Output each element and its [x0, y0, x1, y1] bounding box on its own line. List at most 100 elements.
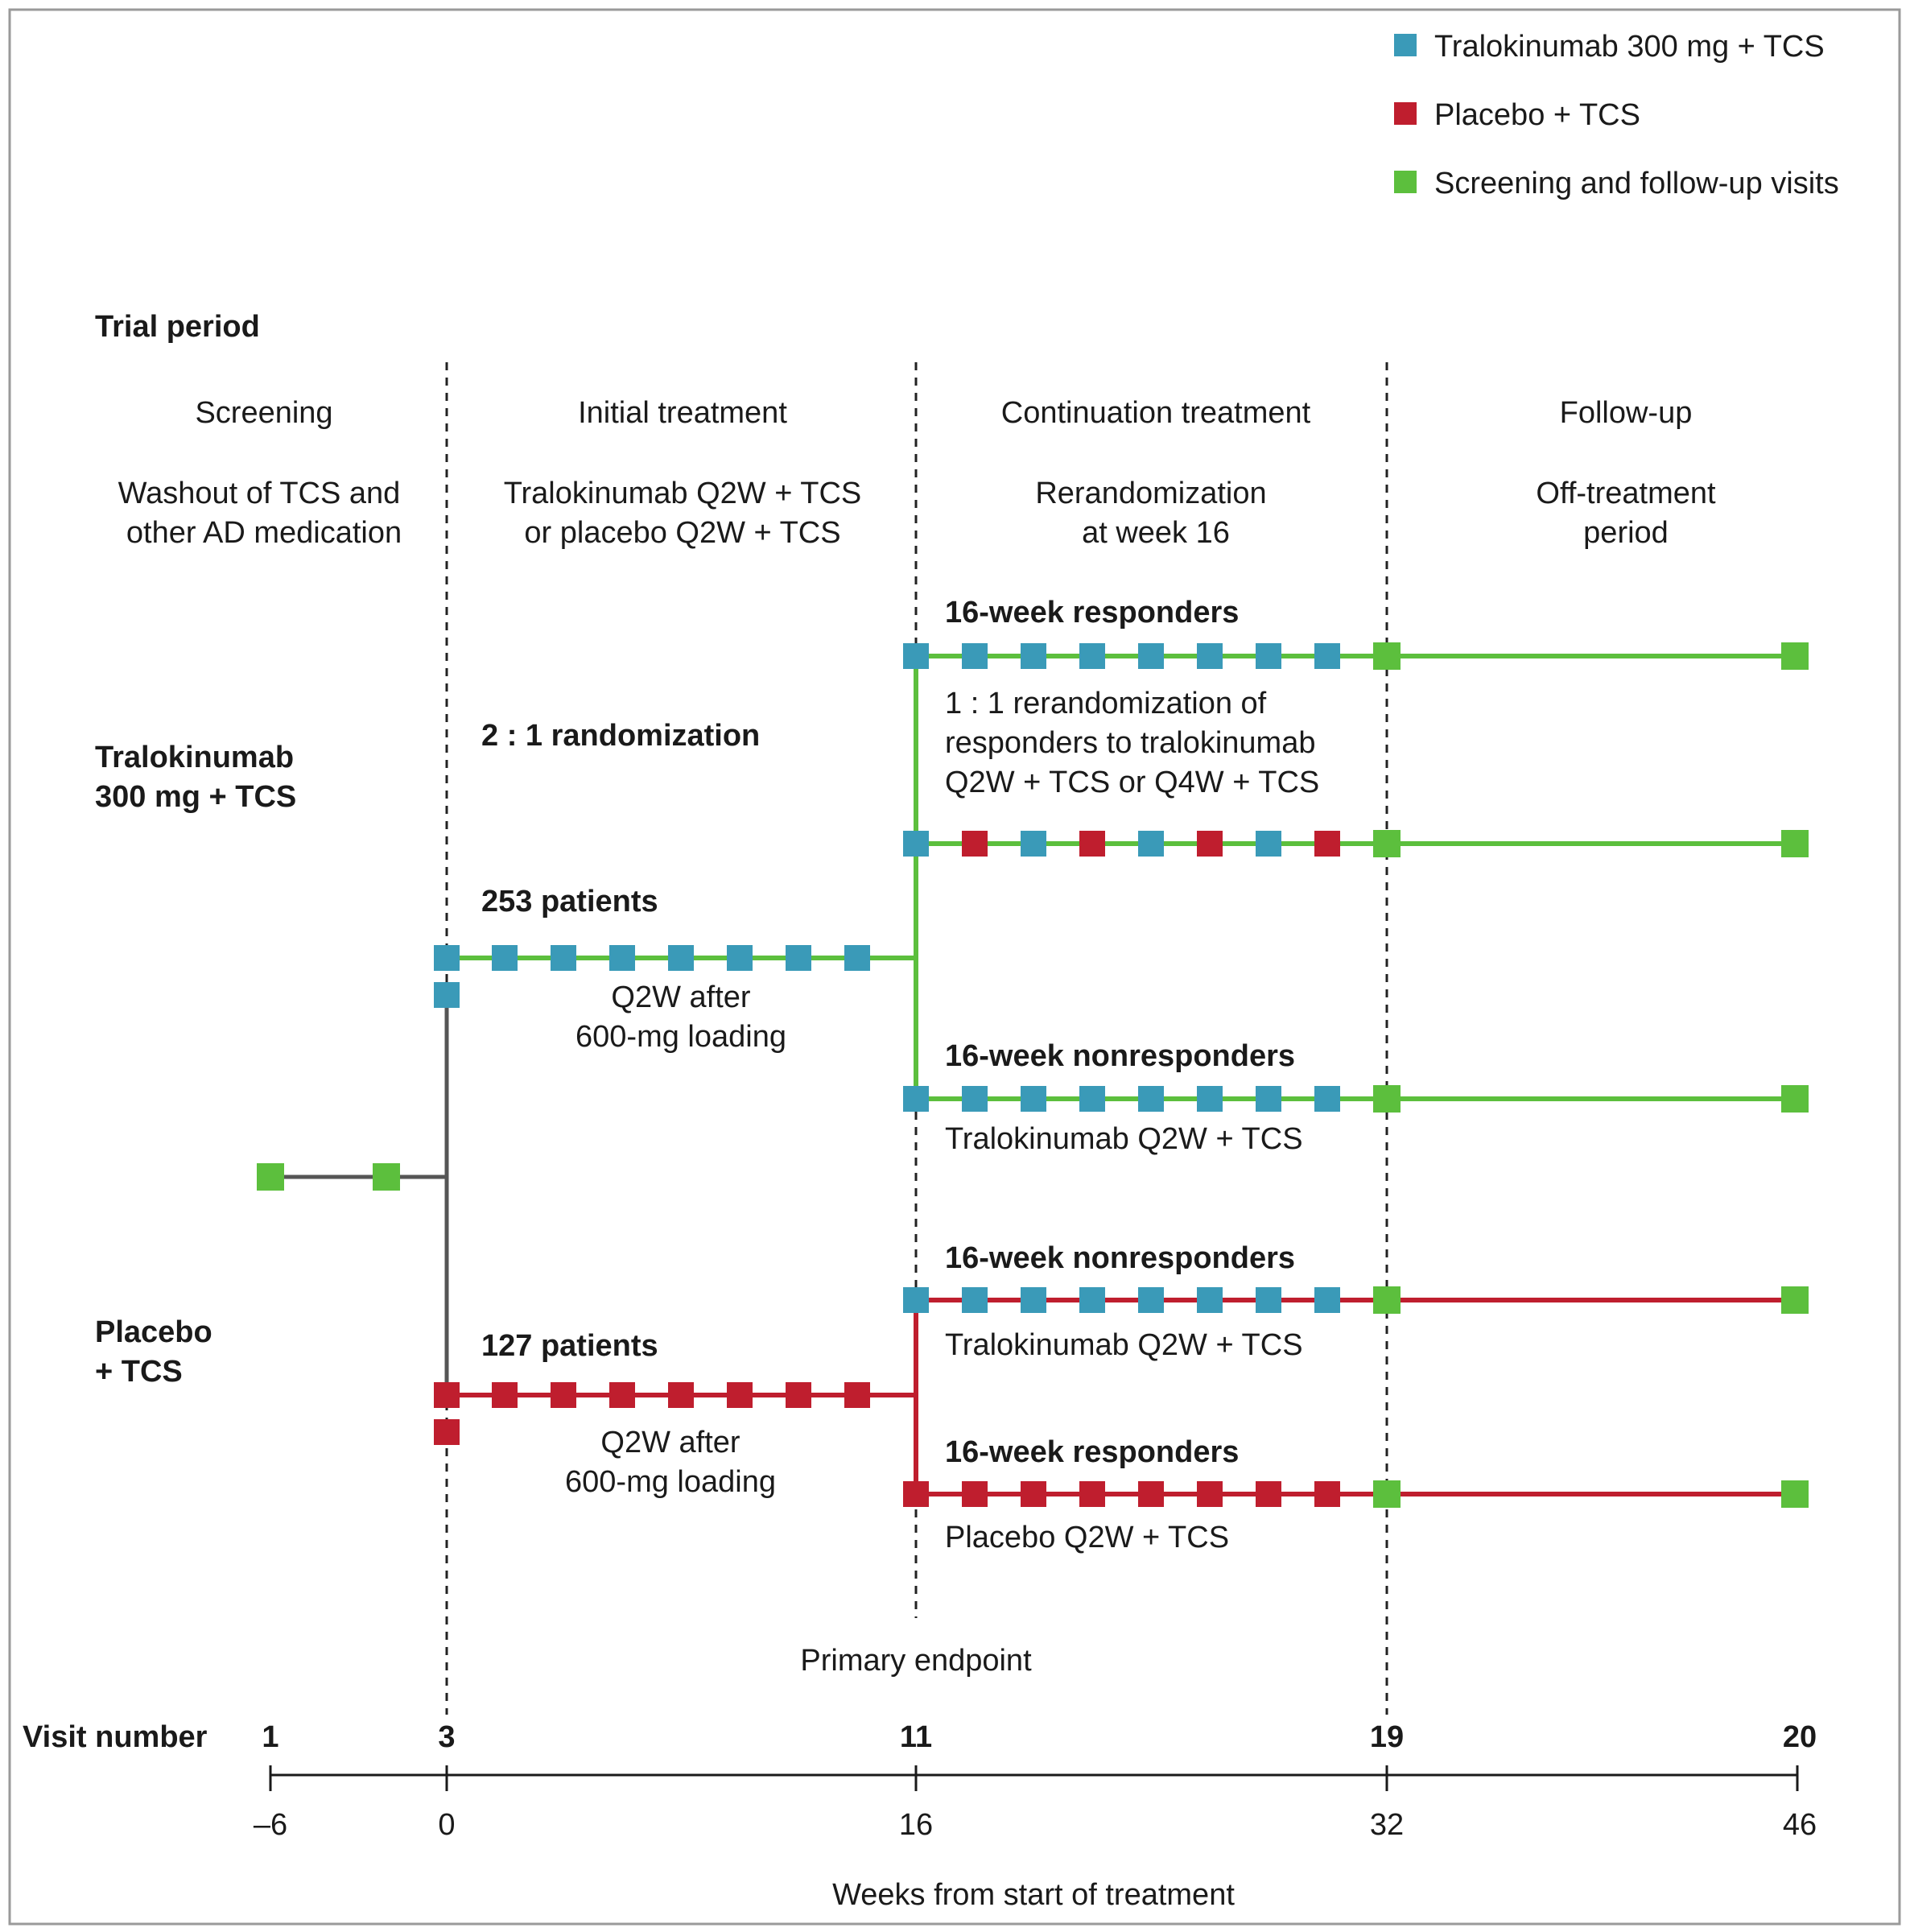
- visit-number: 20: [1783, 1720, 1817, 1754]
- tral-dose-marker: [962, 1086, 988, 1112]
- week-tick-label: –6: [254, 1808, 287, 1842]
- tral-dose-marker: [551, 945, 576, 971]
- screening-visit-marker: [257, 1163, 284, 1191]
- tral-dose-marker: [1256, 1086, 1281, 1112]
- tral-dose-marker: [609, 945, 635, 971]
- legend: Tralokinumab 300 mg + TCS Placebo + TCS …: [1394, 30, 1839, 200]
- placebo-dose-marker: [727, 1382, 753, 1408]
- tral-dose-marker: [1079, 1086, 1105, 1112]
- placebo-dose-marker: [962, 831, 988, 857]
- visit-number-heading: Visit number: [23, 1720, 208, 1754]
- tral-dose-marker: [1256, 831, 1281, 857]
- visit-number: 11: [900, 1720, 932, 1754]
- visit-number: 1: [262, 1720, 278, 1754]
- followup-visit-marker: [1781, 1085, 1809, 1113]
- trial-period-heading: Trial period: [95, 310, 260, 344]
- placebo-dose-marker: [1197, 831, 1223, 857]
- period-headers: Screening Washout of TCS and other AD me…: [118, 396, 1716, 550]
- tral-dose-marker: [1021, 643, 1046, 669]
- legend-label-screening: Screening and follow-up visits: [1434, 167, 1839, 200]
- pbo-nonresponders-tx: Tralokinumab Q2W + TCS: [945, 1328, 1303, 1362]
- followup-visit-marker: [1781, 642, 1809, 670]
- visit-number: 3: [438, 1720, 455, 1754]
- followup-visit-marker: [1373, 642, 1401, 670]
- period-desc-followup-1: Off-treatment: [1536, 477, 1716, 510]
- pbo-responders-label: 16-week responders: [945, 1435, 1239, 1469]
- placebo-dose-marker: [1314, 831, 1340, 857]
- tral-dose-marker: [903, 1086, 929, 1112]
- period-name-screening: Screening: [195, 396, 332, 430]
- followup-visit-marker: [1781, 1480, 1809, 1508]
- period-desc-initial-1: Tralokinumab Q2W + TCS: [504, 477, 862, 510]
- legend-label-tralokinumab: Tralokinumab 300 mg + TCS: [1434, 30, 1825, 64]
- responders-top-label: 16-week responders: [945, 596, 1239, 630]
- tral-dose-marker: [1314, 1287, 1340, 1313]
- tral-dose-marker: [1197, 1287, 1223, 1313]
- tral-dose-marker: [962, 643, 988, 669]
- arm-label-placebo-1: Placebo: [95, 1315, 212, 1349]
- tral-dose-marker: [1138, 831, 1164, 857]
- tral-dosing-label-2: 600-mg loading: [575, 1020, 786, 1054]
- placebo-dose-marker: [551, 1382, 576, 1408]
- period-desc-screening-1: Washout of TCS and: [118, 477, 401, 510]
- legend-swatch-screening: [1394, 171, 1417, 193]
- tral-dose-marker: [1079, 643, 1105, 669]
- period-name-followup: Follow-up: [1560, 396, 1693, 430]
- pbo-responders-tx: Placebo Q2W + TCS: [945, 1521, 1229, 1554]
- week-axis: [269, 1765, 1799, 1791]
- tral-dose-marker: [1314, 643, 1340, 669]
- placebo-dose-marker: [1079, 831, 1105, 857]
- placebo-dose-marker: [609, 1382, 635, 1408]
- randomization-label: 2 : 1 randomization: [481, 719, 760, 753]
- tral-loading-dose-marker: [434, 982, 460, 1008]
- placebo-dose-marker: [1314, 1481, 1340, 1507]
- tral-dose-marker: [1138, 643, 1164, 669]
- followup-visit-marker: [1781, 1286, 1809, 1314]
- period-desc-initial-2: or placebo Q2W + TCS: [524, 516, 840, 550]
- tral-dose-marker: [1256, 1287, 1281, 1313]
- axis-title: Weeks from start of treatment: [832, 1878, 1235, 1912]
- pbo-nonresponders-label: 16-week nonresponders: [945, 1241, 1295, 1275]
- screening-visit-marker: [373, 1163, 400, 1191]
- tral-dose-marker: [1138, 1287, 1164, 1313]
- visit-numbers: 1 3 11 19 20: [262, 1720, 1817, 1754]
- tral-nonresponders-label: 16-week nonresponders: [945, 1039, 1295, 1073]
- placebo-dose-marker: [844, 1382, 870, 1408]
- placebo-dose-marker: [1079, 1481, 1105, 1507]
- arm-label-tralokinumab-1: Tralokinumab: [95, 741, 294, 774]
- placebo-dose-marker: [1197, 1481, 1223, 1507]
- placebo-dose-marker: [786, 1382, 811, 1408]
- period-desc-followup-2: period: [1583, 516, 1669, 550]
- pbo-dosing-label-1: Q2W after: [600, 1426, 740, 1459]
- arm-label-placebo-2: + TCS: [95, 1355, 183, 1389]
- tral-dose-marker: [786, 945, 811, 971]
- placebo-dose-marker: [1256, 1481, 1281, 1507]
- tral-dose-marker: [844, 945, 870, 971]
- period-desc-continuation-2: at week 16: [1082, 516, 1230, 550]
- tral-dose-marker: [1021, 831, 1046, 857]
- arm-label-tralokinumab-2: 300 mg + TCS: [95, 780, 296, 814]
- tral-dose-marker: [903, 831, 929, 857]
- placebo-dose-marker: [668, 1382, 694, 1408]
- tral-dose-marker: [727, 945, 753, 971]
- placebo-dose-marker: [1021, 1481, 1046, 1507]
- placebo-dose-marker: [903, 1481, 929, 1507]
- followup-visit-marker: [1373, 1286, 1401, 1314]
- week-tick-label: 16: [899, 1808, 933, 1842]
- tral-dosing-label-1: Q2W after: [611, 980, 750, 1014]
- followup-visit-marker: [1373, 830, 1401, 857]
- week-tick-label: 46: [1783, 1808, 1817, 1842]
- tral-dose-marker: [903, 1287, 929, 1313]
- tral-dose-marker: [962, 1287, 988, 1313]
- tral-dose-marker: [492, 945, 518, 971]
- week-tick-label: 0: [438, 1808, 455, 1842]
- legend-label-placebo: Placebo + TCS: [1434, 98, 1640, 132]
- tral-dose-marker: [668, 945, 694, 971]
- tral-dose-marker: [903, 643, 929, 669]
- tral-dose-marker: [1197, 1086, 1223, 1112]
- period-desc-screening-2: other AD medication: [126, 516, 402, 550]
- rerandomization-label-1: 1 : 1 rerandomization of: [945, 687, 1267, 720]
- legend-swatch-placebo: [1394, 102, 1417, 125]
- placebo-dose-marker: [1138, 1481, 1164, 1507]
- rerandomization-label-2: responders to tralokinumab: [945, 726, 1315, 760]
